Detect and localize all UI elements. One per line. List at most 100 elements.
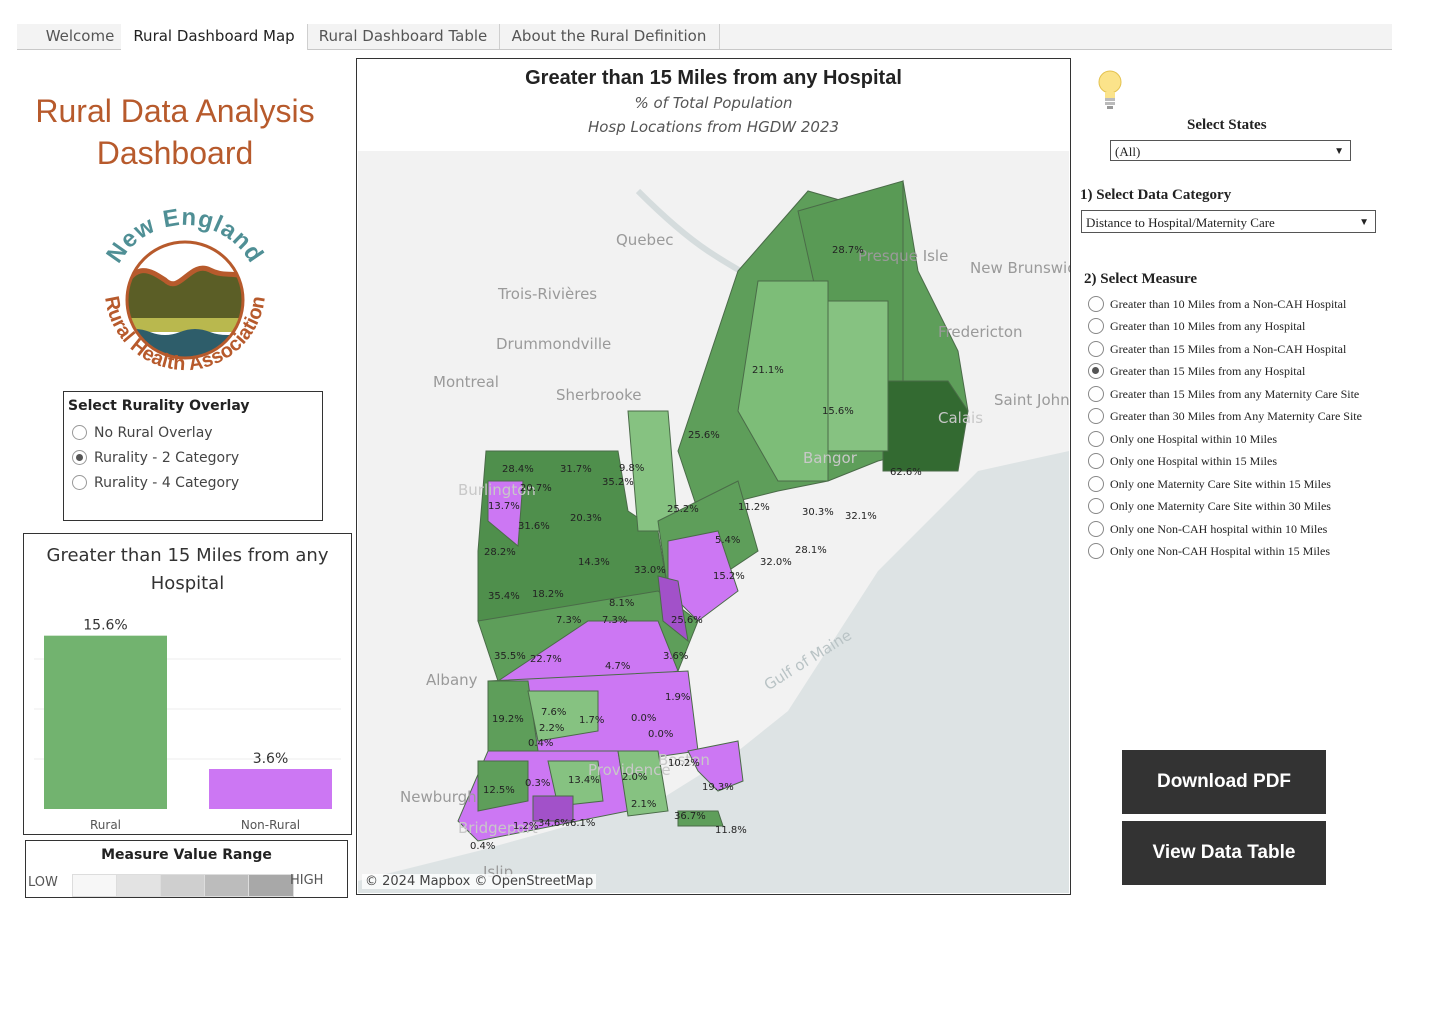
radio-circle-icon[interactable] [72, 474, 87, 490]
map-value-label[interactable]: 3.6% [663, 651, 689, 662]
map-value-label[interactable]: 28.2% [484, 547, 516, 558]
map-value-label[interactable]: 35.4% [488, 591, 520, 602]
bar[interactable] [209, 769, 332, 809]
map-value-label[interactable]: 25.6% [688, 430, 720, 441]
map-value-label[interactable]: 20.3% [570, 513, 602, 524]
map-value-label[interactable]: 25.2% [667, 504, 699, 515]
map-value-label[interactable]: 11.2% [738, 502, 770, 513]
radio-no-rural-overlay[interactable]: No Rural Overlay [72, 423, 213, 443]
map-value-label[interactable]: 35.5% [494, 651, 526, 662]
tab-rural-dashboard-table[interactable]: Rural Dashboard Table [307, 24, 500, 49]
measure-option[interactable]: Greater than 10 Miles from any Hospital [1088, 317, 1305, 335]
map-value-label[interactable]: 18.2% [532, 589, 564, 600]
map-value-label[interactable]: 5.4% [715, 535, 741, 546]
radio-circle-icon[interactable] [1088, 431, 1104, 448]
map-value-label[interactable]: 15.2% [713, 571, 745, 582]
bar[interactable] [44, 635, 167, 809]
map-value-label[interactable]: 0.4% [528, 738, 554, 749]
measure-option[interactable]: Greater than 15 Miles from any Hospital [1088, 362, 1305, 380]
ri-region[interactable] [617, 750, 669, 817]
map-value-label[interactable]: 13.4% [568, 775, 600, 786]
map-value-label[interactable]: 6.1% [570, 818, 596, 829]
map-value-label[interactable]: 33.0% [634, 565, 666, 576]
map-value-label[interactable]: 15.6% [822, 406, 854, 417]
measure-option[interactable]: Greater than 30 Miles from Any Maternity… [1088, 407, 1362, 425]
ct-litchfield[interactable] [477, 760, 529, 812]
ma-franklin[interactable] [527, 690, 599, 742]
map-value-label[interactable]: 1.2% [513, 821, 539, 832]
map-value-label[interactable]: 31.6% [518, 521, 550, 532]
radio-circle-icon[interactable] [1088, 341, 1104, 358]
map-value-label[interactable]: 4.7% [605, 661, 631, 672]
map-value-label[interactable]: 7.3% [556, 615, 582, 626]
measure-option[interactable]: Greater than 10 Miles from a Non-CAH Hos… [1088, 295, 1346, 313]
map-value-label[interactable]: 0.4% [470, 841, 496, 852]
map-value-label[interactable]: 19.2% [492, 714, 524, 725]
map-value-label[interactable]: 62.6% [890, 467, 922, 478]
measure-option[interactable]: Only one Maternity Care Site within 30 M… [1088, 497, 1331, 515]
map-svg[interactable] [358, 151, 1069, 893]
measure-option[interactable]: Only one Hospital within 15 Miles [1088, 452, 1277, 470]
map-value-label[interactable]: 9.8% [619, 463, 645, 474]
map-value-label[interactable]: 8.1% [609, 598, 635, 609]
map-value-label[interactable]: 2.1% [631, 799, 657, 810]
map-value-label[interactable]: 21.1% [752, 365, 784, 376]
radio-selected-icon[interactable] [1088, 363, 1104, 380]
caret-down-icon[interactable]: ▼ [1334, 146, 1344, 157]
maine-washington[interactable] [882, 380, 969, 472]
map-value-label[interactable]: 7.3% [602, 615, 628, 626]
tab-welcome[interactable]: Welcome [29, 24, 132, 49]
radio-circle-icon[interactable] [1088, 408, 1104, 425]
lightbulb-icon[interactable] [1097, 68, 1123, 110]
map-value-label[interactable]: 22.7% [530, 654, 562, 665]
choropleth-map[interactable]: Quebec Trois-Rivières Drummondville Montrea… [358, 151, 1070, 893]
radio-circle-icon[interactable] [1088, 543, 1104, 560]
measure-option[interactable]: Greater than 15 Miles from a Non-CAH Hos… [1088, 340, 1346, 358]
measure-option[interactable]: Greater than 15 Miles from any Maternity… [1088, 385, 1359, 403]
radio-rurality-2-category[interactable]: Rurality - 2 Category [72, 448, 239, 468]
measure-option[interactable]: Only one Non-CAH hospital within 10 Mile… [1088, 520, 1327, 538]
download-pdf-button[interactable]: Download PDF [1122, 750, 1326, 814]
map-value-label[interactable]: 0.0% [631, 713, 657, 724]
radio-circle-icon[interactable] [1088, 498, 1104, 515]
ct-tolland[interactable] [547, 760, 604, 807]
map-value-label[interactable]: 10.2% [668, 758, 700, 769]
ma-nantucket[interactable] [677, 810, 724, 827]
map-value-label[interactable]: 25.6% [671, 615, 703, 626]
ma-cape-cod[interactable] [687, 740, 744, 792]
view-data-table-button[interactable]: View Data Table [1122, 821, 1326, 885]
measure-option[interactable]: Only one Hospital within 10 Miles [1088, 430, 1277, 448]
map-value-label[interactable]: 30.3% [802, 507, 834, 518]
radio-circle-icon[interactable] [1088, 453, 1104, 470]
map-value-label[interactable]: 19.3% [702, 782, 734, 793]
ct-new-haven[interactable] [532, 795, 574, 822]
map-value-label[interactable]: 11.8% [715, 825, 747, 836]
radio-selected-icon[interactable] [72, 449, 87, 465]
map-value-label[interactable]: 32.0% [760, 557, 792, 568]
nh-strafford[interactable] [657, 575, 689, 643]
radio-circle-icon[interactable] [1088, 296, 1104, 313]
map-value-label[interactable]: 2.0% [622, 772, 648, 783]
caret-down-icon[interactable]: ▼ [1359, 217, 1369, 228]
map-value-label[interactable]: 0.0% [648, 729, 674, 740]
map-value-label[interactable]: 35.2% [602, 477, 634, 488]
map-value-label[interactable]: 36.7% [674, 811, 706, 822]
vt-chittenden[interactable] [487, 480, 524, 548]
map-value-label[interactable]: 28.4% [502, 464, 534, 475]
radio-circle-icon[interactable] [72, 424, 87, 440]
radio-circle-icon[interactable] [1088, 318, 1104, 335]
map-value-label[interactable]: 1.9% [665, 692, 691, 703]
tab-rural-dashboard-map[interactable]: Rural Dashboard Map [121, 24, 308, 50]
map-attribution[interactable]: © 2024 Mapbox © OpenStreetMap [362, 874, 597, 889]
radio-circle-icon[interactable] [1088, 386, 1104, 403]
map-value-label[interactable]: 2.2% [539, 723, 565, 734]
map-value-label[interactable]: 7.6% [541, 707, 567, 718]
tab-about-rural-definition[interactable]: About the Rural Definition [499, 24, 720, 49]
map-value-label[interactable]: 28.1% [795, 545, 827, 556]
map-value-label[interactable]: 31.7% [560, 464, 592, 475]
maine-penobscot[interactable] [827, 300, 889, 452]
measure-option[interactable]: Only one Maternity Care Site within 15 M… [1088, 475, 1331, 493]
map-value-label[interactable]: 14.3% [578, 557, 610, 568]
radio-circle-icon[interactable] [1088, 521, 1104, 538]
map-value-label[interactable]: 0.3% [525, 778, 551, 789]
